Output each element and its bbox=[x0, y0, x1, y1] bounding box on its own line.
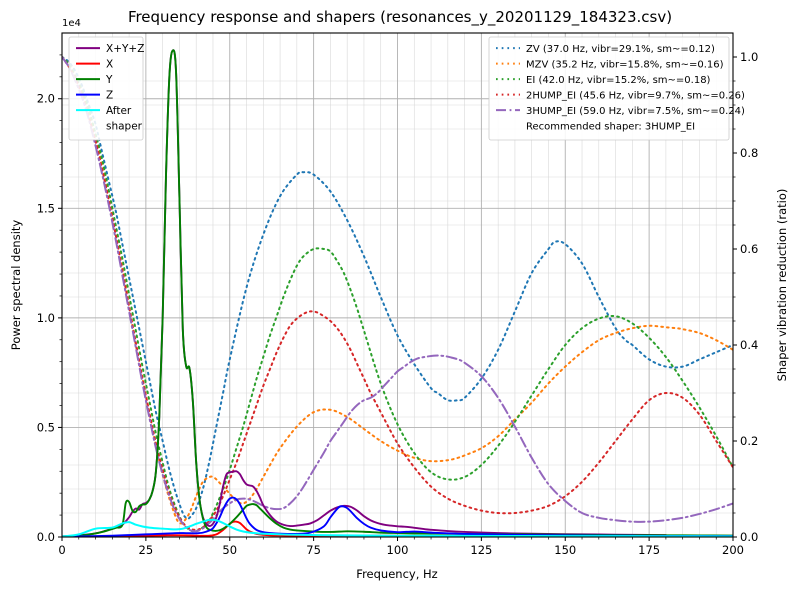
psd-line-z bbox=[62, 496, 733, 537]
x-tick-label: 150 bbox=[554, 543, 576, 557]
x-tick-label: 75 bbox=[306, 543, 321, 557]
legend-item-label[interactable]: 3HUMP_EI (59.0 Hz, vibr=7.5%, sm~=0.24) bbox=[526, 106, 745, 117]
axis-ticks bbox=[58, 54, 737, 541]
psd-line-after-shaper bbox=[62, 518, 733, 537]
legend-note: Recommended shaper: 3HUMP_EI bbox=[526, 122, 695, 133]
x-tick-label: 175 bbox=[638, 543, 660, 557]
y-right-tick-label: 0.2 bbox=[740, 434, 758, 448]
y-axis-label-left: Power spectral density bbox=[9, 220, 23, 351]
y-right-tick-label: 0.0 bbox=[740, 530, 758, 544]
x-tick-label: 200 bbox=[722, 543, 744, 557]
legend-item-label[interactable]: X+Y+Z bbox=[106, 43, 144, 55]
legend-item-label[interactable]: X bbox=[106, 59, 113, 71]
x-axis-label: Frequency, Hz bbox=[356, 567, 437, 581]
y-right-tick-label: 0.4 bbox=[740, 338, 758, 352]
legend-item-label[interactable]: MZV (35.2 Hz, vibr=15.8%, sm~=0.16) bbox=[526, 60, 724, 71]
page-title: Frequency response and shapers (resonanc… bbox=[128, 8, 672, 27]
shaper-line-3hump_ei bbox=[62, 56, 733, 533]
legend-psd[interactable]: X+Y+Z XYZ After shaper bbox=[68, 36, 144, 141]
x-tick-label: 125 bbox=[470, 543, 492, 557]
axis-tick-labels: 0 25 50 75 100 125 150 175 2000.00.51.01.52.00.0… bbox=[37, 50, 759, 557]
y-axis-offset-text: 1e4 bbox=[62, 18, 81, 29]
legend-item-label[interactable]: EI (42.0 Hz, vibr=15.2%, sm~=0.18) bbox=[526, 75, 711, 86]
legend-shapers[interactable]: ZV (37.0 Hz, vibr=29.1%, sm~=0.12) MZV (3… bbox=[488, 36, 745, 141]
y-left-tick-label: 1.0 bbox=[37, 311, 55, 325]
x-tick-label: 25 bbox=[139, 543, 154, 557]
y-axis-label-right: Shaper vibration reduction (ratio) bbox=[775, 189, 789, 382]
y-left-tick-label: 1.5 bbox=[37, 201, 55, 215]
y-left-tick-label: 0.0 bbox=[37, 530, 55, 544]
legend-item-label[interactable]: shaper bbox=[106, 121, 143, 133]
y-left-tick-label: 2.0 bbox=[37, 92, 55, 106]
x-tick-label: 50 bbox=[222, 543, 237, 557]
x-tick-label: 0 bbox=[58, 543, 65, 557]
psd-line-y bbox=[62, 49, 733, 537]
legend-shapers-box bbox=[488, 36, 730, 141]
legend-item-label[interactable]: After bbox=[106, 105, 132, 117]
y-right-tick-label: 1.0 bbox=[740, 50, 758, 64]
legend-item-label[interactable]: Z bbox=[106, 90, 113, 102]
y-right-tick-label: 0.6 bbox=[740, 242, 758, 256]
x-tick-label: 100 bbox=[387, 543, 409, 557]
y-right-tick-label: 0.8 bbox=[740, 146, 758, 160]
legend-item-label[interactable]: ZV (37.0 Hz, vibr=29.1%, sm~=0.12) bbox=[526, 44, 715, 55]
plot-series-group bbox=[62, 49, 733, 537]
legend-item-label[interactable]: Y bbox=[105, 74, 113, 86]
legend-item-label[interactable]: 2HUMP_EI (45.6 Hz, vibr=9.7%, sm~=0.26) bbox=[526, 91, 745, 102]
y-left-tick-label: 0.5 bbox=[37, 420, 55, 434]
